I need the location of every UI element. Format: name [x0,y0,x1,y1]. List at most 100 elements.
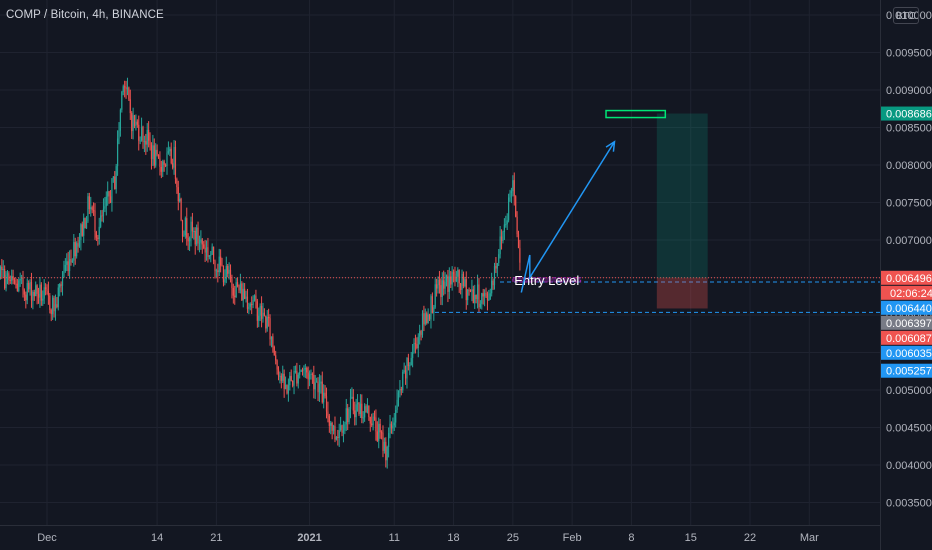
candle-body [331,422,333,431]
candle-body [187,237,189,242]
candle-body [50,309,52,315]
drawing-overlays: Entry Level [0,109,880,313]
candle-body [163,161,165,165]
candle-body [53,297,55,312]
candle-body [232,287,234,296]
candle-body [375,417,377,432]
x-tick-label: 18 [447,532,459,544]
candle-body [30,282,33,301]
candle-body [19,278,21,281]
candle-body [402,371,404,391]
candle-body [458,269,460,284]
candle-body [427,314,429,324]
candle-body [248,306,250,309]
candle-body [181,220,184,237]
candle-body [421,313,424,335]
candle-body [260,305,263,319]
candle-body [121,91,123,110]
candle-body [70,259,72,263]
candle-body [139,140,141,142]
candle-body [191,221,194,232]
candle-body [462,273,465,287]
candle-body [162,161,164,172]
candle-body [508,197,510,221]
candle-body [476,284,479,300]
candle-body [482,293,484,297]
candle-body [289,375,291,386]
currency-button[interactable]: BTC [893,7,919,24]
candle-body [98,226,100,239]
arrow-head [605,140,616,152]
candle-body [94,210,96,233]
x-tick-label: Feb [563,532,582,544]
candle-body [33,292,35,297]
candle-body [403,370,405,372]
candle-body [502,232,504,242]
candle-body [389,423,391,434]
candle-body [180,198,182,221]
candle-body [239,283,241,291]
candle-body [252,299,254,305]
candle-body [314,382,316,390]
candle-body [102,208,105,217]
candle-body [66,261,68,265]
candle-body [208,255,210,257]
candle-body [15,283,17,285]
candle-body [205,247,208,253]
candle-body [71,260,74,263]
candle-body [433,307,435,314]
candle-body [245,296,247,299]
candle-body [311,373,313,375]
candle-body [235,282,237,298]
candle-body [506,220,508,225]
candle-body [124,86,126,88]
candle-body [293,370,295,386]
y-tick-label: 0.007000 [886,235,932,247]
candle-body [296,370,298,384]
candle-body [246,296,249,309]
candle-body [273,346,275,356]
candle-body [111,178,113,203]
candle-body [64,264,66,272]
candle-body [18,280,20,291]
candle-body [157,154,160,159]
candle-body [457,269,459,277]
candle-body [196,227,198,245]
chart-title: COMP / Bitcoin, 4h, BINANCE [6,9,164,21]
candle-body [118,130,120,139]
candle-body [324,392,326,397]
candle-body [276,360,278,370]
price-badge-label: 0.006440 [886,303,932,315]
candle-body [368,405,370,418]
candle-body [135,121,137,126]
candle-body [174,146,177,179]
candle-body [2,268,4,270]
candle-body [344,424,346,431]
x-tick-label: Dec [37,532,57,544]
candle-body [366,405,369,413]
price-badge-label: 0.006087 [886,333,932,345]
candle-body [44,287,47,290]
candle-body [376,431,378,441]
candle-body [486,293,489,300]
candle-body [54,304,57,312]
candle-body [500,236,503,242]
candle-body [493,266,496,286]
x-tick-label: 2021 [297,532,321,544]
candle-body [313,374,315,390]
candle-body [104,206,106,209]
candle-body [491,280,493,294]
candle-body [348,409,350,423]
candle-body [23,290,26,295]
time-axis[interactable]: Dec 14 21 2021 11 18 25 Feb 8 15 22 Mar [37,532,819,544]
candle-body [39,284,41,298]
candle-body [299,371,301,375]
candle-body [43,287,45,299]
candle-body [467,289,469,301]
y-tick-label: 0.010000 [886,10,932,22]
candle-body [351,396,353,398]
candle-body [390,423,393,429]
candle-body [129,99,131,114]
candle-body [73,242,75,261]
